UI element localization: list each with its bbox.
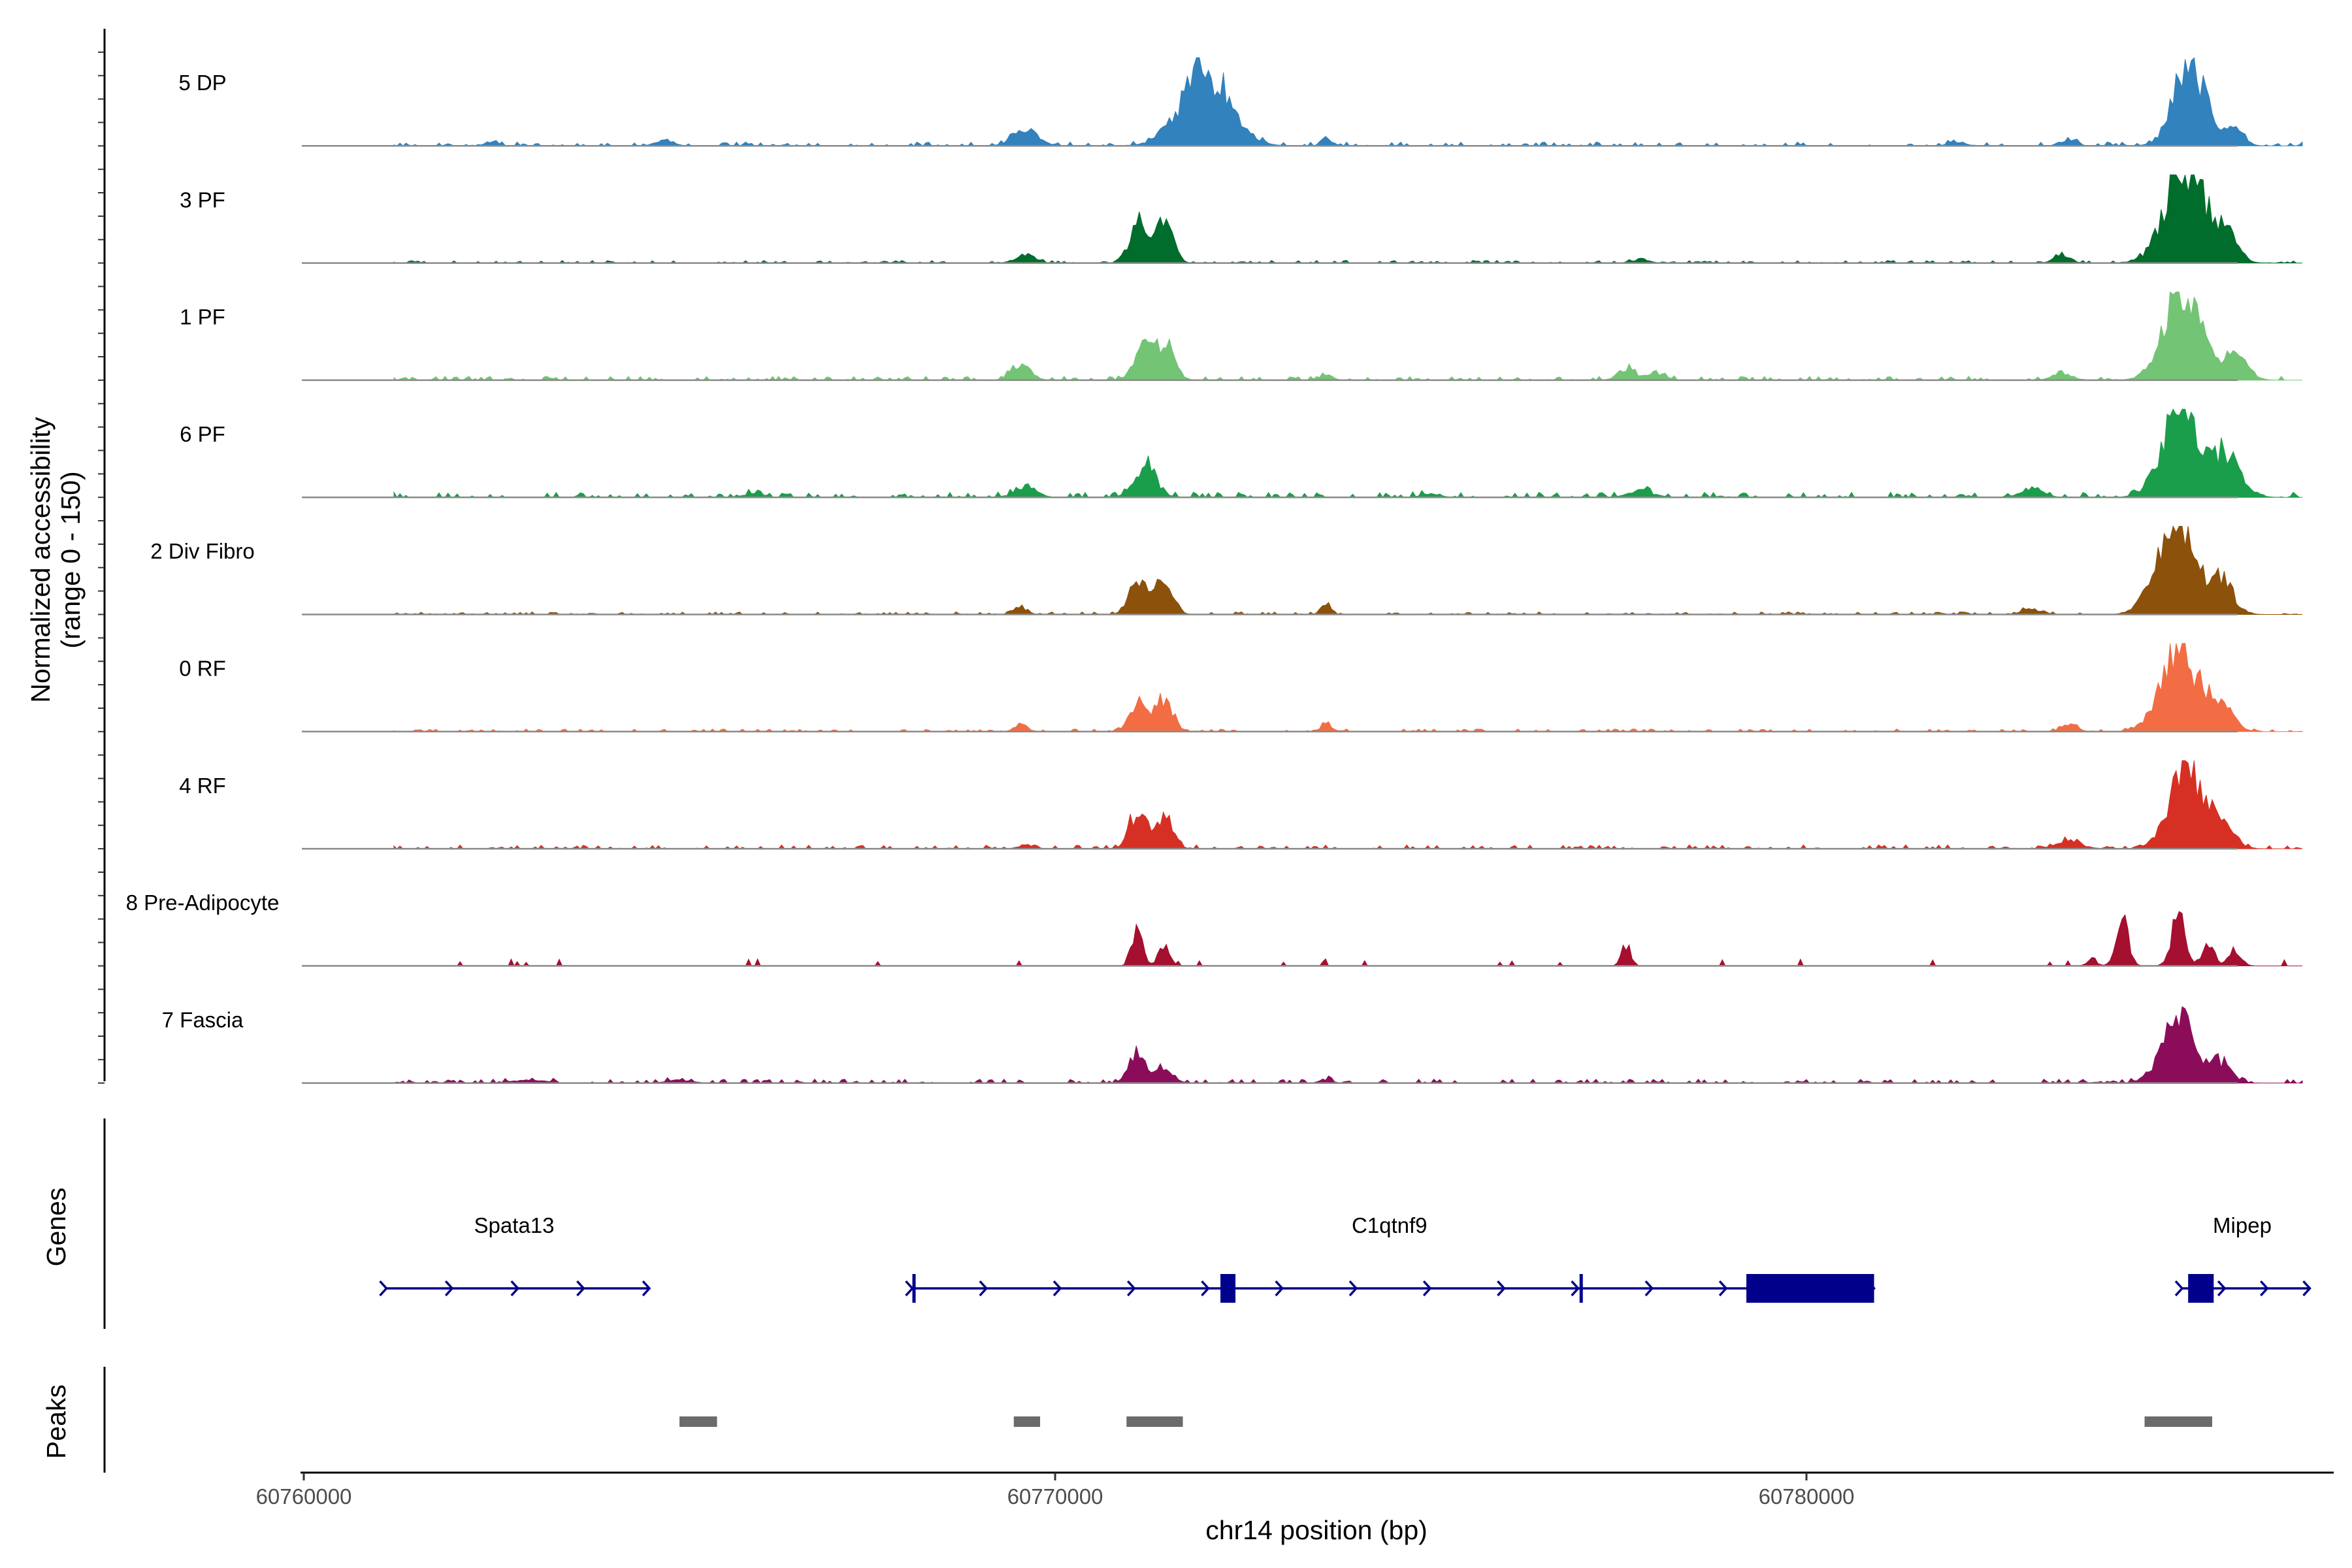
track-label: 5 DP <box>178 71 226 95</box>
strand-arrow <box>2302 1280 2311 1297</box>
track-1-pf: 1 PF <box>180 291 2302 382</box>
strand-arrow <box>642 1280 651 1297</box>
strand-arrow <box>2174 1280 2184 1297</box>
peaks-track-label: Peaks <box>41 1384 71 1459</box>
coverage-area <box>393 291 2302 381</box>
gene-label: C1qtnf9 <box>1352 1213 1428 1237</box>
y-axis-title-line1: Normalized accessibility <box>25 417 56 703</box>
track-3-pf: 3 PF <box>180 174 2302 264</box>
exon <box>1579 1274 1583 1303</box>
track-label: 7 Fascia <box>162 1007 244 1032</box>
strand-arrow <box>1053 1280 1062 1297</box>
track-2-div-fibro: 2 Div Fibro <box>150 525 2302 615</box>
coverage-area <box>393 408 2302 498</box>
gene-mipep: Mipep <box>2174 1213 2311 1303</box>
strand-arrow <box>1644 1280 1654 1297</box>
track-4-rf: 4 RF <box>179 760 2303 850</box>
gene-label: Mipep <box>2213 1213 2272 1237</box>
strand-arrow <box>1571 1280 1580 1297</box>
track-label: 2 Div Fibro <box>150 539 255 563</box>
strand-arrow <box>2217 1280 2227 1297</box>
strand-arrow <box>510 1280 520 1297</box>
peak-track <box>679 1416 2212 1427</box>
track-8-pre-adipocyte: 8 Pre-Adipocyte <box>126 890 2302 967</box>
exon <box>1746 1274 1874 1303</box>
track-label: 0 RF <box>179 657 226 681</box>
track-0-rf: 0 RF <box>179 643 2303 733</box>
track-label: 1 PF <box>180 305 225 329</box>
gene-spata13: Spata13 <box>379 1213 651 1297</box>
strand-arrow <box>1718 1280 1728 1297</box>
genes-track-label: Genes <box>41 1188 71 1267</box>
gene-track: Spata13 C1qtnf9 Mipep <box>379 1213 2311 1303</box>
strand-arrow <box>1201 1280 1210 1297</box>
strand-arrow <box>905 1280 914 1297</box>
track-label: 4 RF <box>179 774 226 798</box>
strand-arrow <box>444 1280 454 1297</box>
coverage-area <box>393 525 2302 615</box>
coverage-area <box>393 174 2302 264</box>
coverage-area <box>393 57 2303 147</box>
coverage-area <box>393 1006 2303 1084</box>
strand-arrow <box>979 1280 988 1297</box>
peak-region <box>1013 1416 1040 1427</box>
coverage-area <box>393 643 2303 732</box>
peak-region <box>2144 1416 2212 1427</box>
x-tick-label: 60760000 <box>256 1484 352 1509</box>
x-tick-label: 60770000 <box>1007 1484 1103 1509</box>
y-axis-title-line2: (range 0 - 150) <box>56 471 86 648</box>
exon <box>1220 1274 1235 1303</box>
track-5-dp: 5 DP <box>178 57 2303 147</box>
gene-c1qtnf9: C1qtnf9 <box>905 1213 1876 1303</box>
x-tick-label: 60780000 <box>1759 1484 1855 1509</box>
strand-arrow <box>576 1280 585 1297</box>
coverage-tracks: 5 DP 3 PF 1 PF 6 PF 2 Div Fibro 0 RF 4 RF 8 Pre… <box>126 57 2303 1084</box>
strand-arrow <box>1497 1280 1506 1297</box>
track-label: 6 PF <box>180 422 225 446</box>
axes-layer <box>98 29 106 1473</box>
x-axis-title: chr14 position (bp) <box>1205 1515 1428 1545</box>
coverage-area <box>393 760 2303 849</box>
track-label: 8 Pre-Adipocyte <box>126 890 280 915</box>
strand-arrow <box>1348 1280 1358 1297</box>
x-axis: 60760000 60770000 60780000 <box>256 1471 2334 1509</box>
gene-label: Spata13 <box>474 1213 555 1237</box>
strand-arrow <box>2260 1280 2269 1297</box>
strand-arrow <box>379 1280 388 1297</box>
track-label: 3 PF <box>180 188 225 212</box>
track-6-pf: 6 PF <box>180 408 2302 498</box>
strand-arrow <box>1275 1280 1284 1297</box>
track-7-fascia: 7 Fascia <box>162 1006 2303 1084</box>
exon <box>912 1274 916 1303</box>
strand-arrow <box>1126 1280 1136 1297</box>
coverage-area <box>394 911 2302 967</box>
exon <box>2188 1274 2214 1303</box>
peak-region <box>1126 1416 1183 1427</box>
peak-region <box>679 1416 717 1427</box>
strand-arrow <box>1422 1280 1432 1297</box>
